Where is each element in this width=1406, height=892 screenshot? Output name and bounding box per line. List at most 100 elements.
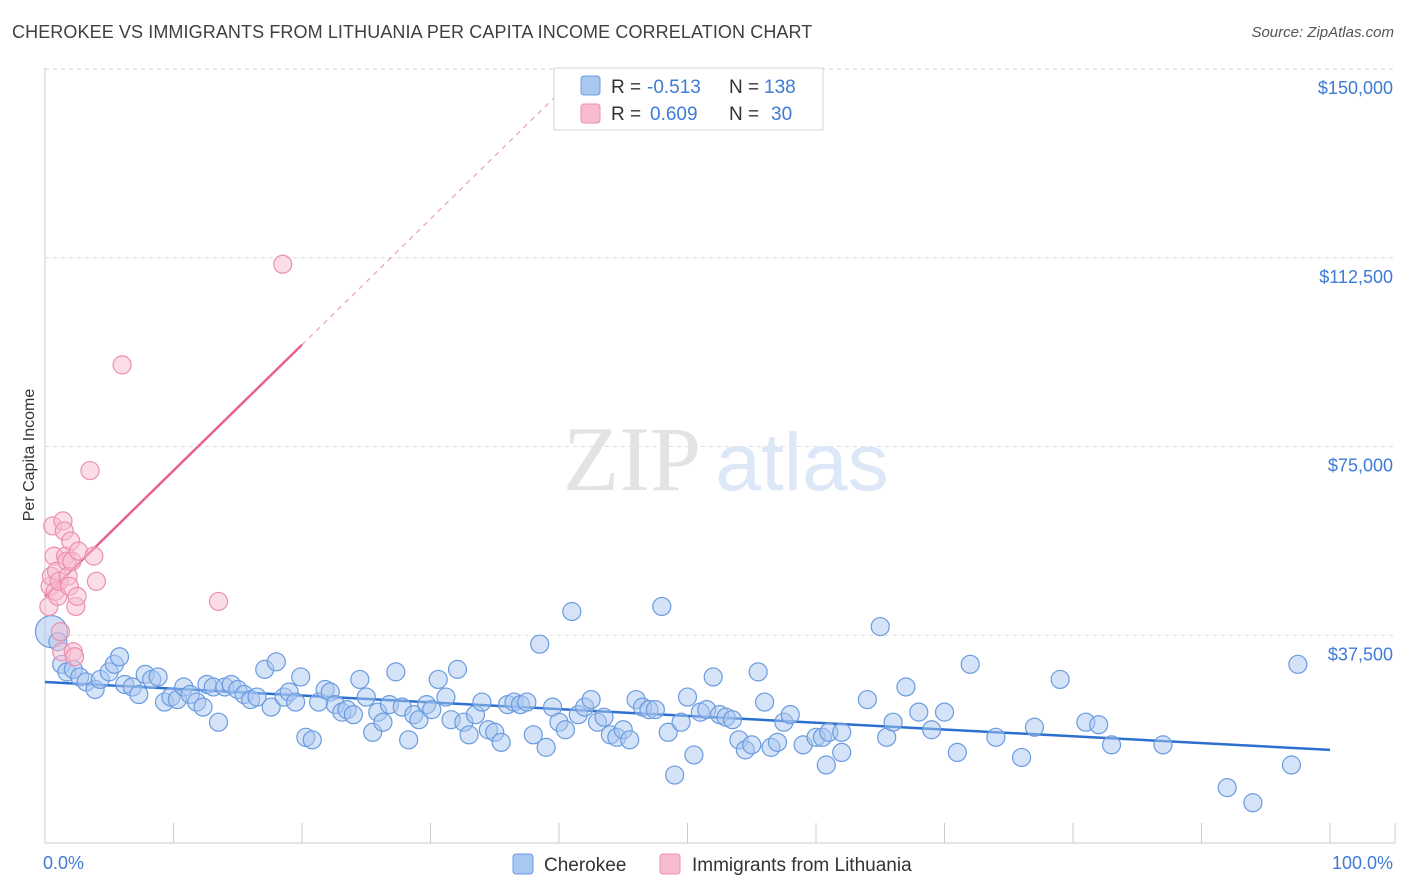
cherokee-point (816, 755, 836, 775)
y-tick-label: $75,000 (1328, 456, 1393, 476)
cherokee-point (684, 745, 704, 765)
cherokee-point (832, 722, 852, 742)
cherokee-point (594, 707, 614, 727)
legend-n-label-lithuania: N = (729, 104, 759, 125)
cherokee-point (703, 667, 723, 687)
cherokee-point (129, 684, 149, 705)
lithuania-point (86, 571, 107, 591)
cherokee-point (645, 700, 665, 720)
lithuania-point (80, 460, 100, 481)
lithuania-point (67, 586, 87, 606)
cherokee-point (350, 669, 370, 690)
y-tick-label: $150,000 (1318, 78, 1393, 98)
series-legend: Cherokee Immigrants from Lithuania (512, 853, 912, 876)
cherokee-point (1089, 715, 1109, 735)
legend-r-label-lithuania: R = (611, 104, 641, 125)
y-tick-label: $112,500 (1319, 267, 1393, 287)
cherokee-point (517, 692, 537, 712)
cherokee-point (677, 687, 698, 707)
y-axis-label: Per Capita Income (21, 389, 38, 522)
cherokee-point (581, 689, 601, 710)
cherokee-point (459, 725, 479, 745)
cherokee-point (658, 722, 678, 742)
x-tick-label-start: 0.0% (43, 853, 84, 873)
cherokee-point (285, 692, 306, 712)
watermark: ZIP atlas (563, 408, 889, 510)
lithuania-point (273, 254, 293, 274)
cherokee-point (767, 732, 788, 752)
cherokee-point (247, 687, 267, 707)
cherokee-point (291, 667, 311, 687)
cherokee-point (1288, 654, 1308, 674)
cherokee-point (934, 702, 955, 722)
cherokee-point (870, 616, 890, 637)
cherokee-point (665, 765, 685, 785)
cherokee-point (780, 705, 800, 725)
cherokee-point (652, 596, 672, 617)
cherokee-point (536, 737, 556, 757)
cherokee-point (373, 712, 393, 732)
chart-title: CHEROKEE VS IMMIGRANTS FROM LITHUANIA PE… (12, 22, 813, 42)
cherokee-point (422, 700, 442, 720)
watermark-zip: ZIP (563, 408, 701, 510)
cherokee-point (1101, 735, 1122, 755)
cherokee-point (555, 720, 576, 740)
legend-n-label-cherokee: N = (729, 77, 759, 98)
cherokee-point (1281, 755, 1302, 775)
bottom-swatch-cherokee (512, 853, 534, 875)
gridlines (45, 68, 1395, 636)
lithuania-point (64, 647, 85, 667)
cherokee-point (986, 727, 1006, 747)
lithuania-point (84, 546, 104, 566)
lithuania-point (50, 622, 71, 642)
cherokee-point (343, 705, 363, 725)
cherokee-point (523, 725, 543, 745)
series-lithuania (39, 254, 293, 667)
watermark-atlas: atlas (715, 417, 888, 508)
cherokee-point (883, 712, 903, 732)
cherokee-point (620, 730, 640, 750)
legend-r-value-lithuania: 0.609 (650, 104, 698, 125)
lithuania-point (208, 591, 229, 612)
correlation-legend: R = -0.513 N = 138 R = 0.609 N = 30 (553, 67, 824, 131)
legend-swatch-cherokee (580, 75, 601, 96)
cherokee-point (947, 742, 967, 763)
cherokee-point (832, 742, 852, 763)
cherokee-point (530, 634, 550, 654)
legend-r-label-cherokee: R = (611, 77, 641, 98)
cherokee-point (148, 667, 168, 687)
cherokee-point (302, 730, 322, 750)
cherokee-point (1243, 793, 1263, 813)
cherokee-point (896, 677, 916, 697)
cherokee-point (671, 712, 691, 732)
cherokee-point (447, 659, 468, 679)
cherokee-point (748, 662, 768, 682)
cherokee-point (857, 689, 878, 710)
cherokee-point (722, 710, 743, 730)
cherokee-point (386, 662, 406, 682)
legend-n-value-lithuania: 30 (771, 104, 792, 125)
cherokee-point (399, 730, 419, 750)
cherokee-point (909, 702, 929, 722)
source-credit: Source: ZipAtlas.com (1251, 24, 1394, 41)
legend-n-value-cherokee: 138 (764, 77, 796, 98)
cherokee-point (356, 687, 376, 707)
cherokee-point (562, 601, 582, 622)
bottom-label-cherokee: Cherokee (544, 855, 626, 876)
lithuania-trend-extension (301, 92, 560, 346)
cherokee-point (1011, 747, 1032, 768)
cherokee-point (1153, 735, 1173, 755)
y-tick-label: $37,500 (1328, 644, 1393, 664)
cherokee-point (261, 697, 281, 717)
cherokee-point (491, 732, 511, 752)
cherokee-point (109, 647, 130, 667)
cherokee-point (742, 735, 762, 755)
lithuania-point (112, 355, 132, 375)
cherokee-point (409, 710, 429, 730)
series-cherokee (34, 596, 1308, 813)
x-tick-labels: 0.0% 100.0% (43, 853, 1393, 873)
y-tick-labels: $37,500 $75,000 $112,500 $150,000 (1318, 78, 1393, 664)
legend-swatch-lithuania (580, 103, 601, 124)
cherokee-point (428, 669, 448, 690)
cherokee-point (922, 720, 942, 740)
